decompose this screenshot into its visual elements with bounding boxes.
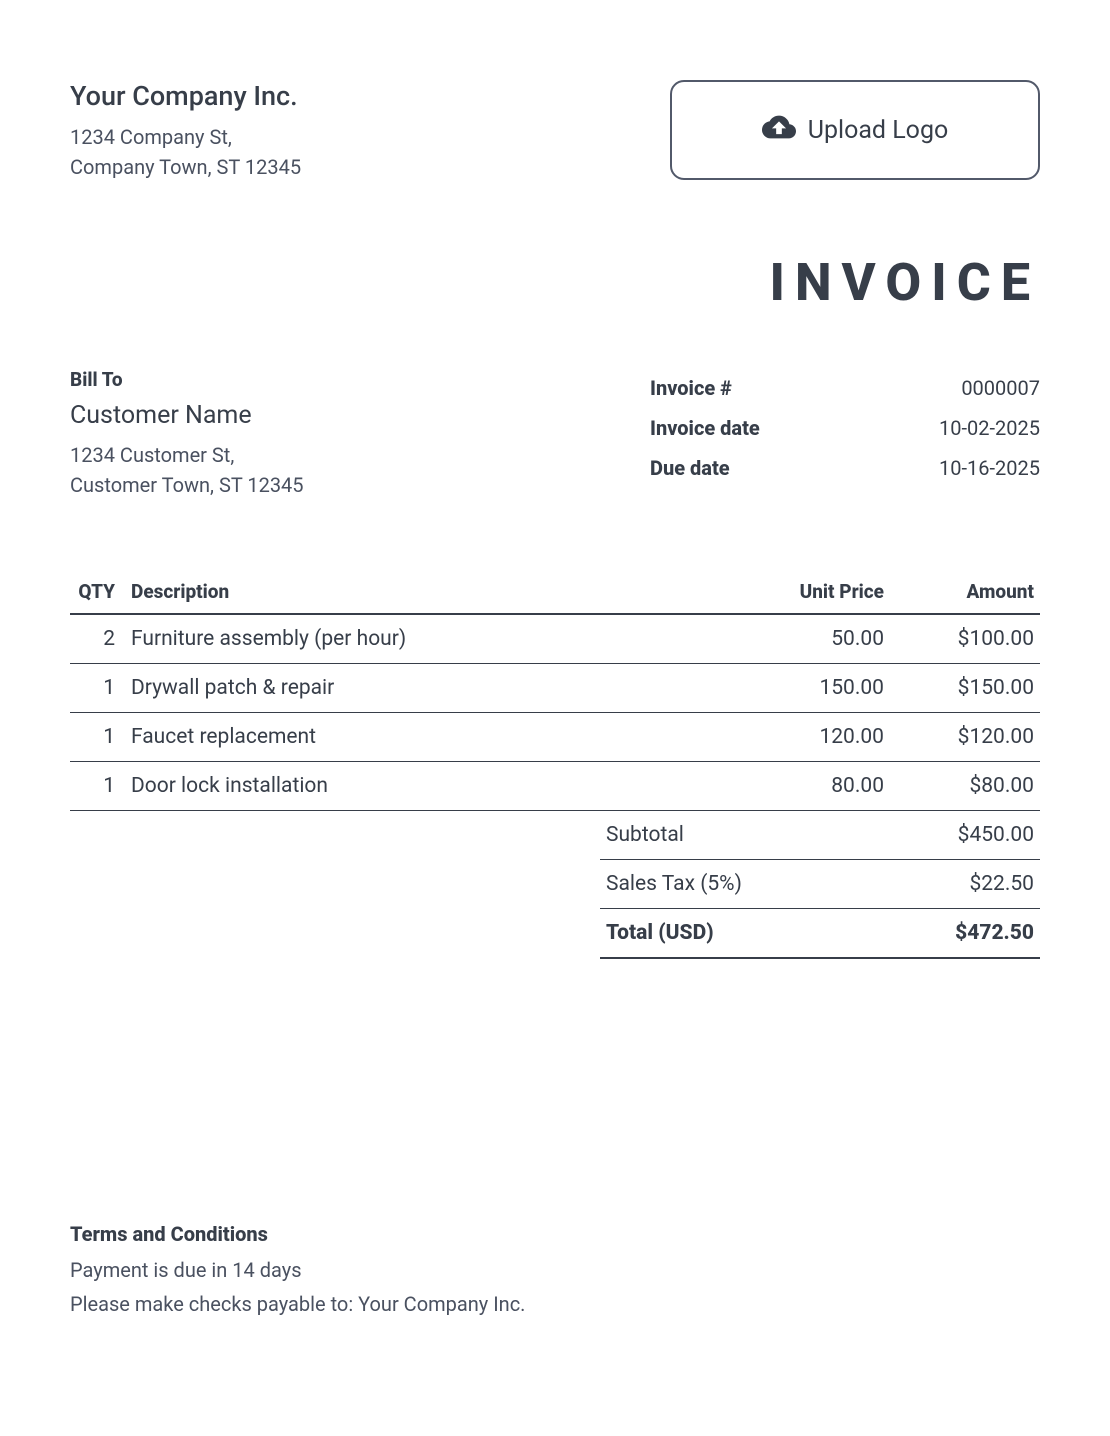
upload-logo-label: Upload Logo	[808, 116, 949, 145]
cell-qty: 1	[70, 664, 125, 713]
customer-name: Customer Name	[70, 401, 650, 430]
cell-qty: 1	[70, 713, 125, 762]
cell-unit-price: 80.00	[690, 762, 890, 811]
col-unit-price: Unit Price	[690, 570, 890, 614]
due-date-label: Due date	[650, 456, 730, 480]
cell-unit-price: 150.00	[690, 664, 890, 713]
cell-unit-price: 50.00	[690, 614, 890, 664]
items-table: QTY Description Unit Price Amount 2Furni…	[70, 570, 1040, 811]
company-block: Your Company Inc. 1234 Company St, Compa…	[70, 80, 670, 182]
tax-row: Sales Tax (5%) $22.50	[600, 860, 1040, 909]
invoice-number-value: 0000007	[961, 376, 1040, 400]
subtotal-value: $450.00	[958, 823, 1034, 847]
totals-block: Subtotal $450.00 Sales Tax (5%) $22.50 T…	[600, 811, 1040, 959]
table-row: 2Furniture assembly (per hour)50.00$100.…	[70, 614, 1040, 664]
col-amount: Amount	[890, 570, 1040, 614]
cell-amount: $100.00	[890, 614, 1040, 664]
terms-line-2: Please make checks payable to: Your Comp…	[70, 1292, 1040, 1316]
cell-qty: 1	[70, 762, 125, 811]
table-row: 1Drywall patch & repair150.00$150.00	[70, 664, 1040, 713]
cell-description: Faucet replacement	[125, 713, 690, 762]
upload-logo-button[interactable]: Upload Logo	[670, 80, 1040, 180]
customer-address: 1234 Customer St, Customer Town, ST 1234…	[70, 440, 650, 500]
cloud-upload-icon	[762, 110, 796, 151]
items-table-body: 2Furniture assembly (per hour)50.00$100.…	[70, 614, 1040, 811]
invoice-date-value: 10-02-2025	[939, 416, 1040, 440]
company-address-line1: 1234 Company St,	[70, 122, 670, 152]
meta-row-due-date: Due date 10-16-2025	[650, 448, 1040, 488]
tax-value: $22.50	[969, 872, 1034, 896]
cell-qty: 2	[70, 614, 125, 664]
cell-description: Furniture assembly (per hour)	[125, 614, 690, 664]
col-qty: QTY	[70, 570, 125, 614]
bill-to-block: Bill To Customer Name 1234 Customer St, …	[70, 368, 650, 500]
table-row: 1Door lock installation80.00$80.00	[70, 762, 1040, 811]
cell-amount: $80.00	[890, 762, 1040, 811]
meta-row-invoice-date: Invoice date 10-02-2025	[650, 408, 1040, 448]
info-row: Bill To Customer Name 1234 Customer St, …	[70, 368, 1040, 500]
header-row: Your Company Inc. 1234 Company St, Compa…	[70, 80, 1040, 182]
table-row: 1Faucet replacement120.00$120.00	[70, 713, 1040, 762]
invoice-title: INVOICE	[70, 252, 1040, 313]
cell-unit-price: 120.00	[690, 713, 890, 762]
company-address-line2: Company Town, ST 12345	[70, 152, 670, 182]
items-table-head: QTY Description Unit Price Amount	[70, 570, 1040, 614]
meta-row-invoice-number: Invoice # 0000007	[650, 368, 1040, 408]
bill-to-label: Bill To	[70, 368, 650, 391]
customer-address-line2: Customer Town, ST 12345	[70, 470, 650, 500]
col-description: Description	[125, 570, 690, 614]
total-value: $472.50	[955, 921, 1034, 945]
invoice-meta-block: Invoice # 0000007 Invoice date 10-02-202…	[650, 368, 1040, 488]
total-label: Total (USD)	[606, 921, 714, 945]
invoice-number-label: Invoice #	[650, 376, 732, 400]
cell-description: Door lock installation	[125, 762, 690, 811]
terms-block: Terms and Conditions Payment is due in 1…	[70, 1222, 1040, 1326]
customer-address-line1: 1234 Customer St,	[70, 440, 650, 470]
cell-amount: $150.00	[890, 664, 1040, 713]
tax-label: Sales Tax (5%)	[606, 872, 742, 896]
terms-title: Terms and Conditions	[70, 1222, 1040, 1246]
company-name: Your Company Inc.	[70, 80, 670, 112]
company-address: 1234 Company St, Company Town, ST 12345	[70, 122, 670, 182]
subtotal-row: Subtotal $450.00	[600, 811, 1040, 860]
invoice-date-label: Invoice date	[650, 416, 760, 440]
cell-amount: $120.00	[890, 713, 1040, 762]
total-row: Total (USD) $472.50	[600, 909, 1040, 959]
subtotal-label: Subtotal	[606, 823, 684, 847]
cell-description: Drywall patch & repair	[125, 664, 690, 713]
terms-line-1: Payment is due in 14 days	[70, 1258, 1040, 1282]
due-date-value: 10-16-2025	[939, 456, 1040, 480]
